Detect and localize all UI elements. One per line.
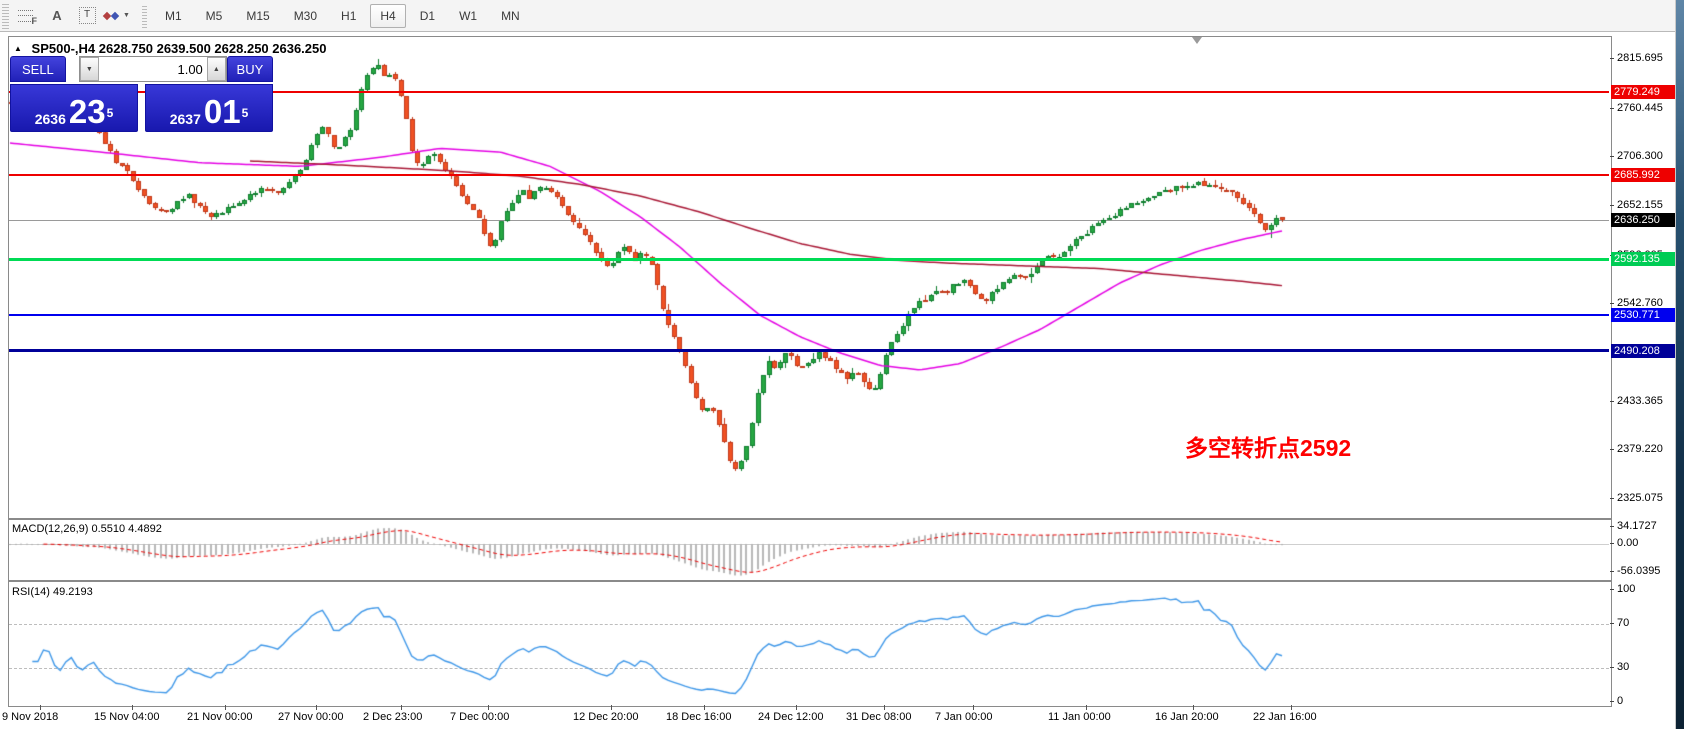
price-badge-2779.249: 2779.249 (1611, 84, 1677, 99)
macd-axis-label: -56.0395 (1610, 565, 1660, 577)
price-badge-2490.208: 2490.208 (1611, 343, 1677, 358)
time-axis-label: 9 Nov 2018 (2, 705, 58, 723)
symbol-label: SP500-,H4 (31, 41, 96, 56)
macd-axis-label: 34.1727 (1610, 520, 1657, 532)
time-axis-label: 18 Dec 16:00 (666, 705, 731, 723)
chart-shift-marker[interactable] (1192, 37, 1202, 44)
price-tick-label: 2433.365 (1610, 395, 1663, 407)
time-axis-label: 7 Jan 00:00 (935, 705, 993, 723)
horizontal-level-line-2592.135[interactable] (9, 258, 1609, 261)
price-tick-label: 2379.220 (1610, 443, 1663, 455)
horizontal-level-line-2779.249[interactable] (9, 91, 1609, 93)
one-click-trading-panel: SELL ▼ ▲ BUY 2636 23 5 2637 01 5 (10, 56, 273, 132)
time-axis-label: 7 Dec 00:00 (450, 705, 509, 723)
sell-price-sup: 5 (106, 106, 114, 120)
chart-title: ▲ SP500-,H4 2628.750 2639.500 2628.250 2… (14, 41, 327, 56)
rsi-axis-label: 0 (1610, 695, 1623, 707)
time-axis-label: 31 Dec 08:00 (846, 705, 911, 723)
window-edge (1675, 0, 1676, 729)
volume-stepper: ▼ ▲ (78, 56, 227, 82)
buy-price-prefix: 2637 (169, 111, 201, 127)
macd-label: MACD(12,26,9) 0.5510 4.4892 (12, 523, 162, 535)
buy-price-display[interactable]: 2637 01 5 (145, 84, 273, 132)
horizontal-level-line-2530.771[interactable] (9, 314, 1609, 316)
sell-price-display[interactable]: 2636 23 5 (10, 84, 138, 132)
buy-price-big: 01 (203, 93, 241, 130)
price-badge-2530.771: 2530.771 (1611, 307, 1677, 322)
macd-axis-label: 0.00 (1610, 537, 1638, 549)
sell-price-prefix: 2636 (34, 111, 66, 127)
horizontal-level-line-2685.992[interactable] (9, 174, 1609, 176)
time-axis-label: 24 Dec 12:00 (758, 705, 823, 723)
time-axis-label: 16 Jan 20:00 (1155, 705, 1219, 723)
price-tick-label: 2815.695 (1610, 52, 1663, 64)
price-badge-2592.135: 2592.135 (1611, 252, 1677, 267)
price-tick-label: 2706.300 (1610, 150, 1663, 162)
sell-price-big: 23 (68, 93, 106, 130)
price-tick-label: 2325.075 (1610, 492, 1663, 504)
time-axis-label: 12 Dec 20:00 (573, 705, 638, 723)
text-annotation[interactable]: 多空转折点2592 (1185, 435, 1352, 461)
price-tick-label: 2542.760 (1610, 297, 1663, 309)
rsi-label: RSI(14) 49.2193 (12, 586, 93, 598)
collapse-arrow-icon[interactable]: ▲ (14, 44, 22, 53)
desktop-background-strip (1676, 0, 1684, 729)
horizontal-level-line-2490.208[interactable] (9, 349, 1609, 352)
time-axis-label: 21 Nov 00:00 (187, 705, 252, 723)
time-axis-label: 2 Dec 23:00 (363, 705, 422, 723)
buy-button[interactable]: BUY (226, 56, 273, 82)
price-tick-label: 2760.445 (1610, 102, 1663, 114)
time-axis-label: 27 Nov 00:00 (278, 705, 343, 723)
time-axis-label: 11 Jan 00:00 (1048, 705, 1111, 723)
time-axis-label: 15 Nov 04:00 (94, 705, 159, 723)
volume-decrease-button[interactable]: ▼ (79, 57, 99, 81)
price-tick-label: 2652.155 (1610, 199, 1663, 211)
volume-increase-button[interactable]: ▲ (206, 57, 226, 81)
time-axis-label: 22 Jan 16:00 (1253, 705, 1317, 723)
ohlc-values: 2628.750 2639.500 2628.250 2636.250 (98, 41, 327, 56)
volume-input[interactable] (98, 57, 207, 81)
price-badge-2685.992: 2685.992 (1611, 168, 1677, 183)
rsi-axis-label: 100 (1610, 583, 1635, 595)
price-badge-2636.250: 2636.250 (1611, 212, 1677, 227)
buy-price-sup: 5 (241, 106, 249, 120)
rsi-axis-label: 70 (1610, 617, 1629, 629)
rsi-axis-label: 30 (1610, 661, 1629, 673)
sell-button[interactable]: SELL (10, 56, 66, 82)
